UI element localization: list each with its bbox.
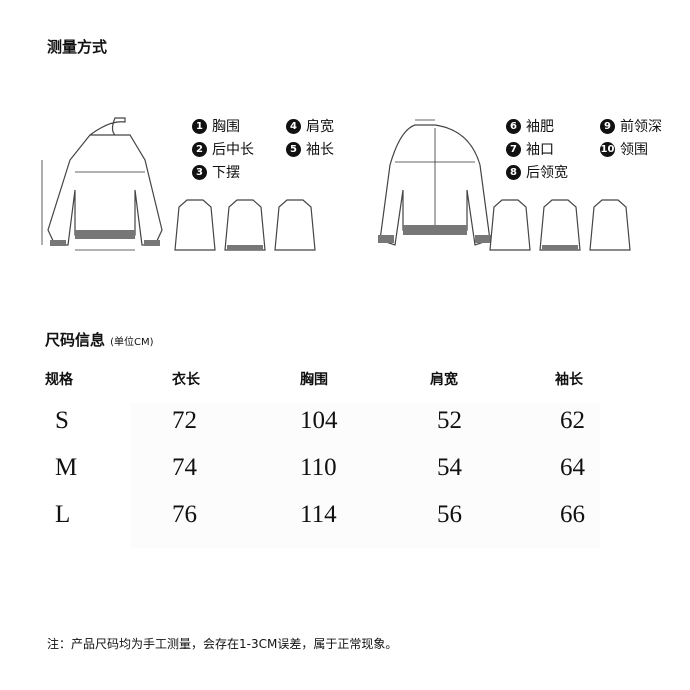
size-title-row: 尺码信息 (单位CM) (45, 329, 154, 350)
table-cell: 56 (437, 501, 462, 528)
size-title: 尺码信息 (45, 331, 106, 349)
column-header: 衣长 (172, 372, 200, 388)
legend-item: 5 袖长 (286, 139, 334, 159)
legend-item: 7 袖口 (506, 139, 554, 159)
legend-item: 3 下摆 (192, 162, 240, 182)
column-header: 肩宽 (430, 372, 458, 388)
measure-title: 测量方式 (47, 38, 108, 56)
footnote: 注：产品尺码均为手工测量，会存在1-3CM误差，属于正常现象。 (47, 637, 398, 651)
back-sweater-drawing (378, 119, 491, 246)
column-header: 规格 (45, 372, 73, 388)
unit-label: (单位CM) (110, 337, 154, 348)
table-cell: 72 (172, 407, 197, 434)
column-header: 胸围 (300, 372, 328, 388)
size-label: L (55, 501, 71, 528)
legend-item: 6 袖肥 (506, 116, 554, 136)
legend-item: 9 前领深 (600, 116, 662, 136)
legend-item: 10 领围 (600, 141, 648, 158)
table-cell: 114 (300, 501, 337, 528)
size-label: M (55, 454, 78, 481)
small-jackets-back (489, 199, 631, 251)
legend-item: 4 肩宽 (286, 116, 334, 136)
size-label: S (55, 407, 69, 434)
table-background (130, 403, 600, 548)
table-cell: 76 (172, 501, 197, 528)
table-cell: 74 (172, 454, 197, 481)
table-cell: 104 (300, 407, 338, 434)
table-cell: 52 (437, 407, 462, 434)
table-cell: 66 (560, 501, 585, 528)
garment-illustrations (41, 117, 631, 251)
column-header: 袖长 (555, 372, 583, 388)
legend-item: 1 胸围 (192, 116, 240, 136)
table-cell: 110 (300, 454, 337, 481)
legend-item: 2 后中长 (192, 139, 254, 159)
legend-item: 8 后领宽 (506, 162, 568, 182)
table-cell: 54 (437, 454, 462, 481)
table-cell: 64 (560, 454, 585, 481)
table-cell: 62 (560, 407, 585, 434)
small-jackets-front (174, 199, 316, 251)
front-sweater-drawing (41, 117, 163, 251)
